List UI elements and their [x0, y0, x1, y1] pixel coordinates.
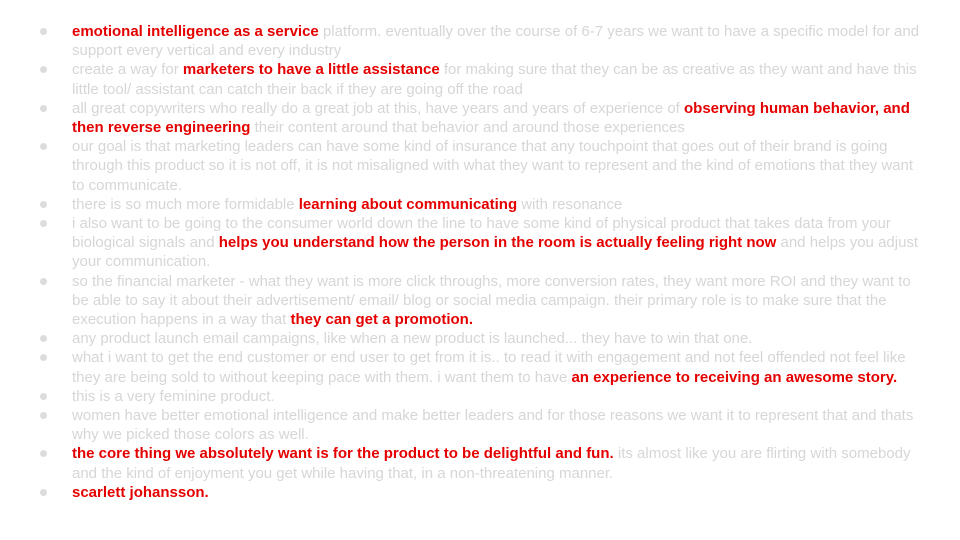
body-text: all great copywriters who really do a gr… [72, 99, 684, 117]
bullet-item: scarlett johansson. [40, 483, 920, 502]
highlight-text: observing human behavior, and then rever… [72, 99, 910, 137]
body-text: i also want to be going to the consumer … [72, 215, 891, 252]
bullet-item: the core thing we absolutely want is for… [40, 444, 920, 482]
highlight-text: learning about communicating [298, 195, 518, 213]
bullet-item: emotional intelligence as a service plat… [40, 22, 920, 60]
bullet-dot-icon [40, 66, 47, 74]
body-text: this is a very feminine product. [72, 387, 275, 405]
bullet-item: what i want to get the end customer or e… [40, 348, 920, 386]
bullet-list: emotional intelligence as a service plat… [40, 22, 920, 502]
bullet-item: all great copywriters who really do a gr… [40, 99, 920, 137]
bullet-dot-icon [40, 200, 47, 208]
bullet-dot-icon [40, 28, 47, 35]
highlight-text: they can get a promotion. [290, 311, 474, 329]
highlight-text: helps you understand how the person in t… [218, 234, 777, 252]
bullet-dot-icon [40, 392, 47, 400]
bullet-dot-icon [40, 450, 47, 458]
bullet-dot-icon [40, 335, 47, 343]
body-text: their content around that behavior and a… [250, 119, 685, 137]
highlight-text: the core thing we absolutely want is for… [72, 445, 614, 463]
body-text: platform. eventually over the course of … [72, 23, 920, 60]
bullet-dot-icon [40, 488, 47, 496]
body-text: its almost like you are flirting with so… [72, 445, 911, 482]
body-text: our goal is that marketing leaders can h… [72, 138, 914, 194]
bullet-dot-icon [40, 220, 47, 228]
body-text: create a way for [72, 61, 183, 79]
bullet-dot-icon [40, 412, 47, 420]
body-text: women have better emotional intelligence… [72, 407, 914, 444]
highlight-text: an experience to receiving an awesome st… [571, 368, 898, 386]
bullet-item: this is a very feminine product. [40, 387, 920, 406]
bullet-item: there is so much more formidable learnin… [40, 195, 920, 214]
bullet-dot-icon [40, 104, 47, 112]
body-text: so the financial marketer - what they wa… [72, 272, 911, 329]
body-text: and helps you adjust your communication. [72, 234, 919, 271]
bullet-item: our goal is that marketing leaders can h… [40, 137, 920, 195]
bullet-dot-icon [40, 143, 47, 151]
body-text: for making sure that they can be as crea… [72, 61, 917, 98]
bullet-item: so the financial marketer - what they wa… [40, 272, 920, 330]
body-text: there is so much more formidable [72, 195, 299, 213]
highlight-text: scarlett johansson. [72, 483, 209, 501]
body-text: any product launch email campaigns, like… [72, 330, 753, 348]
bullet-item: i also want to be going to the consumer … [40, 214, 920, 272]
highlight-text: emotional intelligence as a service [72, 23, 319, 40]
bullet-dot-icon [40, 354, 47, 362]
bullet-item: any product launch email campaigns, like… [40, 329, 920, 348]
body-text: with resonance [517, 195, 623, 213]
bullet-dot-icon [40, 277, 47, 285]
bullet-item: women have better emotional intelligence… [40, 406, 920, 444]
bullet-item: create a way for marketers to have a lit… [40, 60, 920, 98]
highlight-text: marketers to have a little assistance [182, 61, 440, 79]
body-text: what i want to get the end customer or e… [72, 349, 906, 386]
